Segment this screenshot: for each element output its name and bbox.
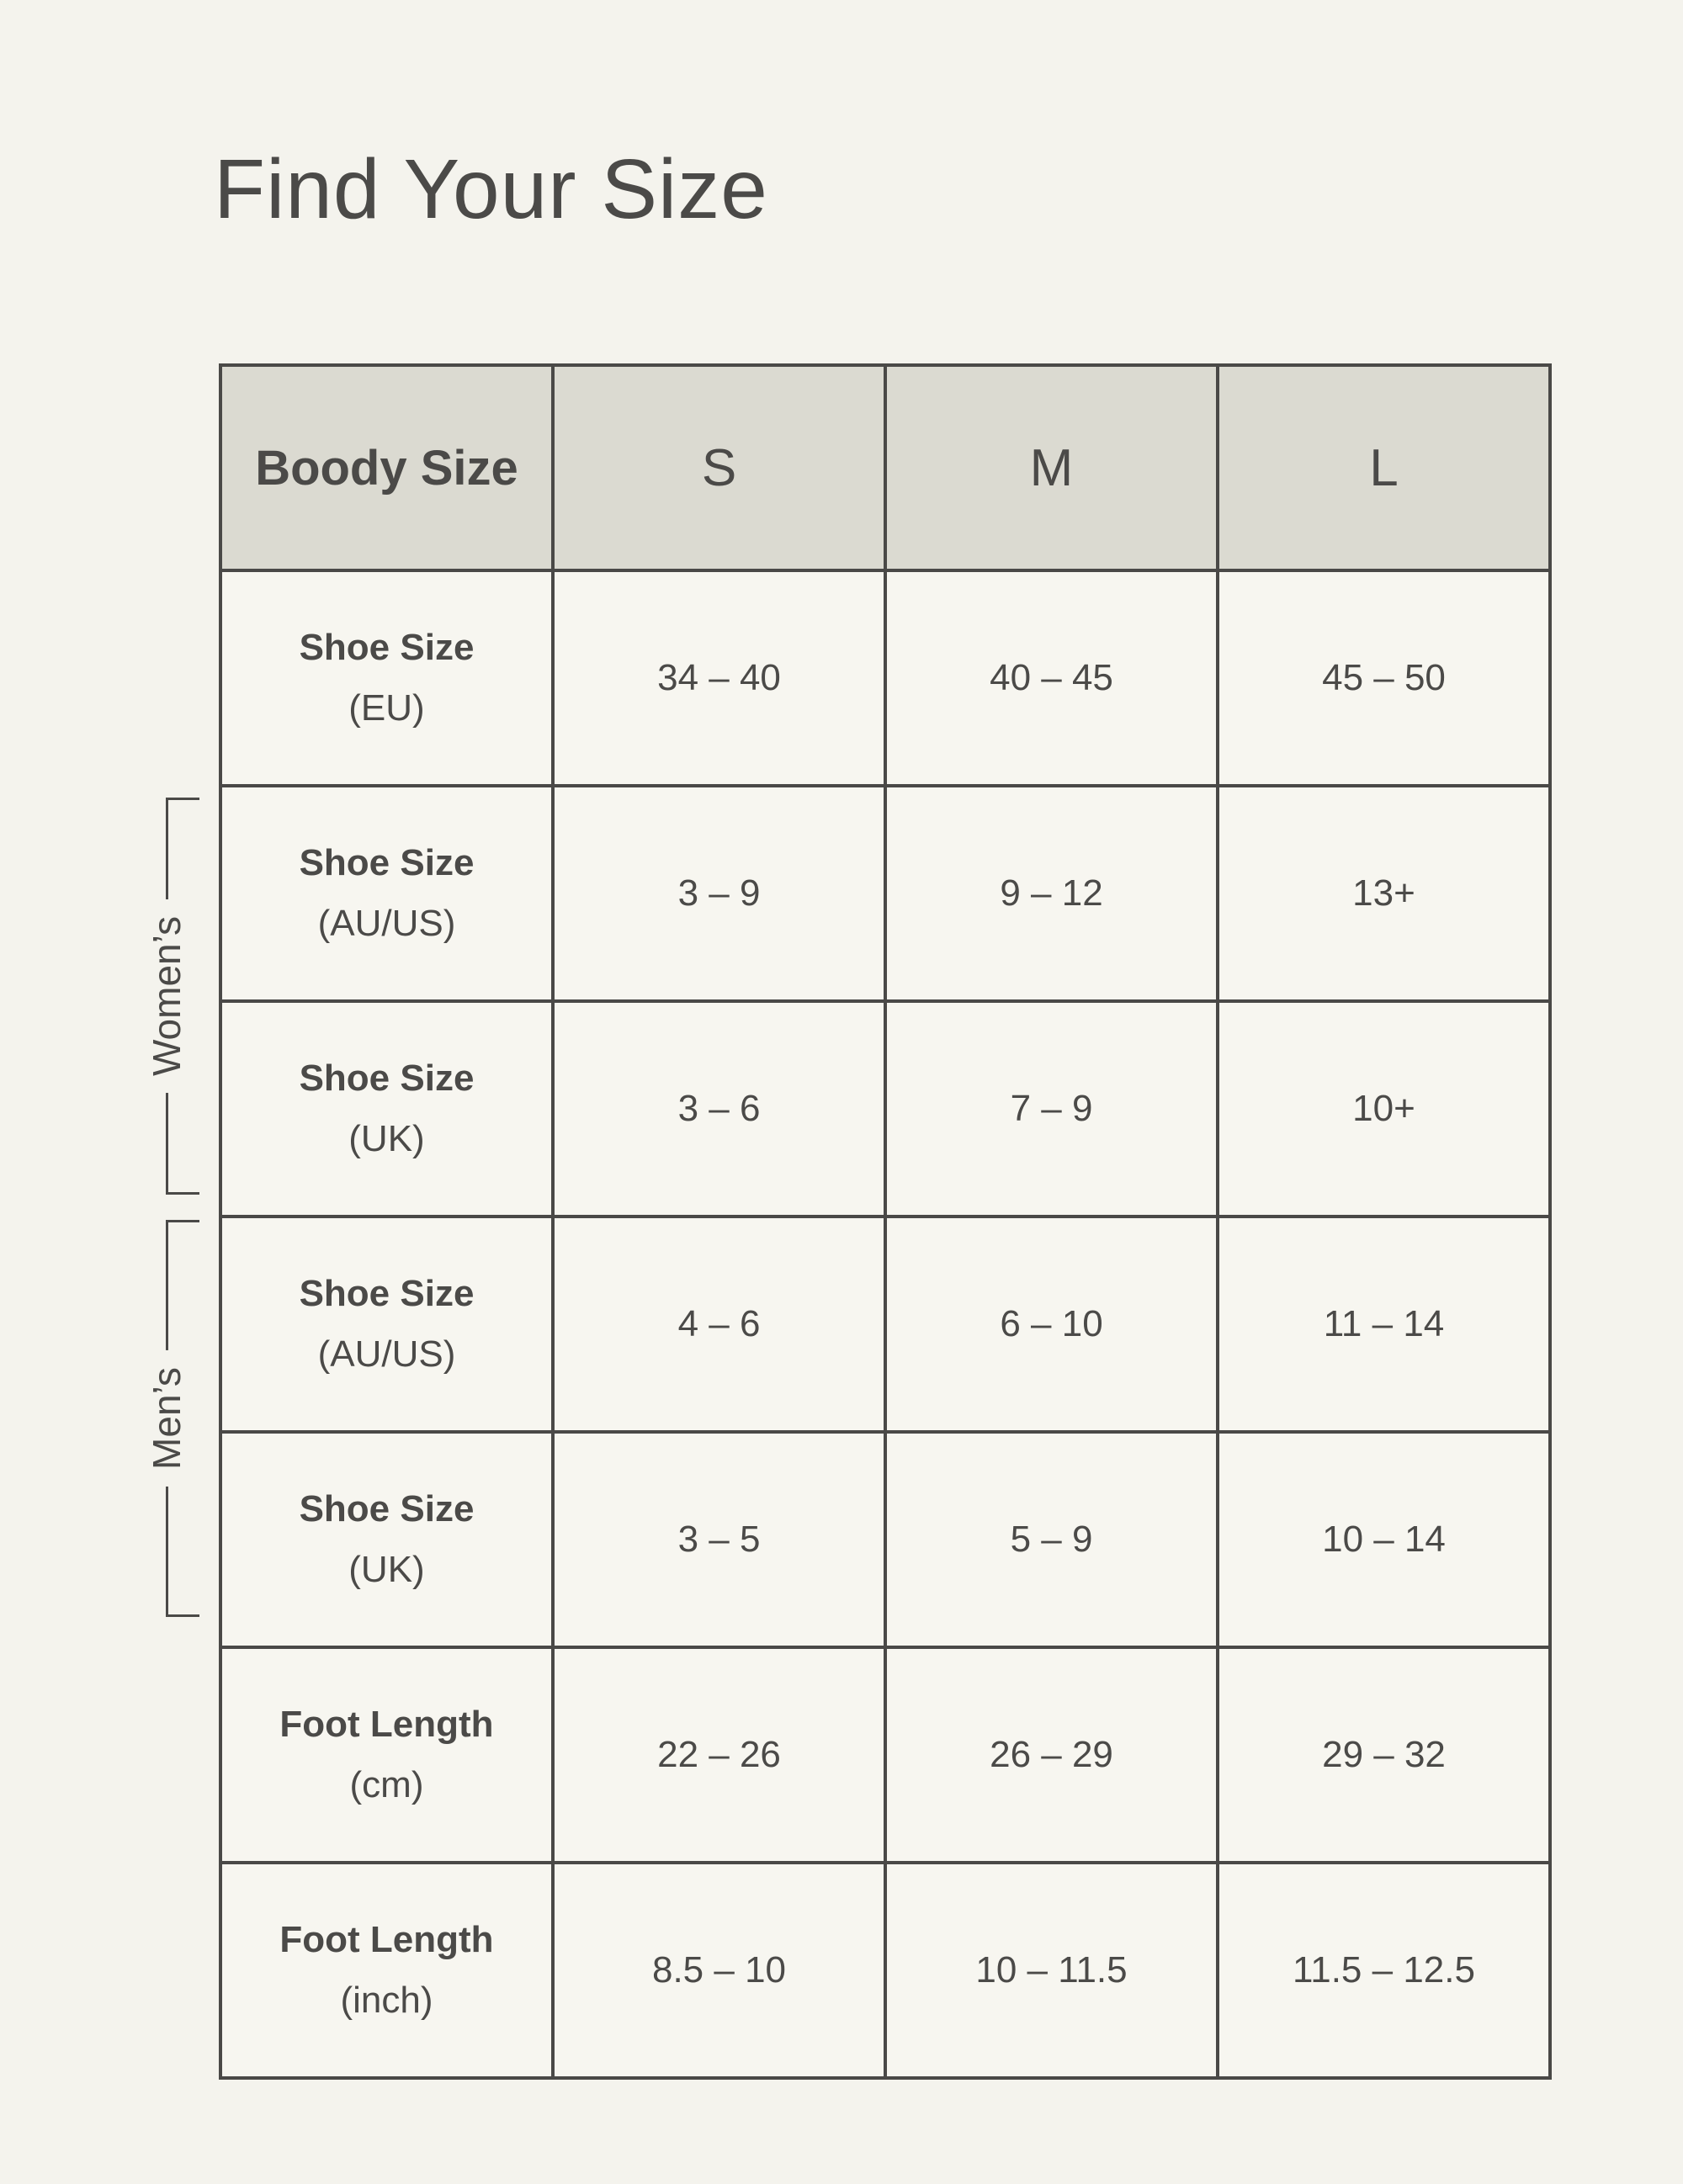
womens-group-label: Women’s bbox=[142, 899, 191, 1094]
header-row: Boody Size S M L bbox=[219, 363, 1552, 572]
table-row-shoe-size-eu: Shoe Size (EU) 34 – 40 40 – 45 45 – 50 bbox=[219, 569, 1552, 787]
cell-s: 22 – 26 bbox=[551, 1646, 887, 1864]
row-sublabel: (cm) bbox=[349, 1764, 424, 1805]
row-label: Shoe Size bbox=[299, 1058, 475, 1099]
row-label: Shoe Size bbox=[299, 1273, 475, 1314]
cell-value: 5 – 9 bbox=[1010, 1519, 1093, 1560]
cell-s: 8.5 – 10 bbox=[551, 1861, 887, 2080]
cell-value: 40 – 45 bbox=[990, 657, 1113, 698]
cell-s: 3 – 6 bbox=[551, 999, 887, 1218]
cell-value: 8.5 – 10 bbox=[651, 1949, 787, 1991]
row-sublabel: (UK) bbox=[348, 1118, 425, 1159]
cell-l: 11.5 – 12.5 bbox=[1216, 1861, 1552, 2080]
cell-value: 29 – 32 bbox=[1322, 1734, 1446, 1775]
womens-group-bracket: Women’s bbox=[142, 798, 199, 1195]
row-label-cell: Shoe Size (UK) bbox=[219, 999, 555, 1218]
row-sublabel: (AU/US) bbox=[317, 903, 456, 944]
cell-value: 22 – 26 bbox=[657, 1734, 781, 1775]
header-size-s-label: S bbox=[701, 438, 737, 497]
table-row-shoe-size-uk-mens: Shoe Size (UK) 3 – 5 5 – 9 10 – 14 bbox=[219, 1430, 1552, 1649]
cell-m: 26 – 29 bbox=[884, 1646, 1219, 1864]
cell-l: 10 – 14 bbox=[1216, 1430, 1552, 1649]
row-label: Shoe Size bbox=[299, 627, 475, 668]
cell-l: 45 – 50 bbox=[1216, 569, 1552, 787]
cell-m: 40 – 45 bbox=[884, 569, 1219, 787]
row-label-cell: Shoe Size (UK) bbox=[219, 1430, 555, 1649]
cell-s: 34 – 40 bbox=[551, 569, 887, 787]
header-size-l-label: L bbox=[1369, 438, 1399, 497]
cell-m: 6 – 10 bbox=[884, 1215, 1219, 1434]
cell-value: 13+ bbox=[1352, 872, 1415, 914]
row-label-cell: Shoe Size (EU) bbox=[219, 569, 555, 787]
table-row-foot-length-inch: Foot Length (inch) 8.5 – 10 10 – 11.5 11… bbox=[219, 1861, 1552, 2080]
table-row-shoe-size-uk-womens: Shoe Size (UK) 3 – 6 7 – 9 10+ bbox=[219, 999, 1552, 1218]
page-title: Find Your Size bbox=[214, 142, 768, 236]
header-size-m-label: M bbox=[1029, 438, 1074, 497]
cell-value: 3 – 9 bbox=[677, 872, 761, 914]
header-size-m: M bbox=[884, 363, 1219, 572]
row-sublabel: (EU) bbox=[348, 687, 425, 729]
row-label: Shoe Size bbox=[299, 842, 475, 883]
mens-group-label: Men’s bbox=[142, 1350, 191, 1487]
header-boody-size-label: Boody Size bbox=[255, 440, 518, 496]
cell-value: 6 – 10 bbox=[1000, 1303, 1103, 1344]
table-row-shoe-size-auus-womens: Shoe Size (AU/US) 3 – 9 9 – 12 13+ bbox=[219, 784, 1552, 1003]
cell-l: 29 – 32 bbox=[1216, 1646, 1552, 1864]
cell-m: 9 – 12 bbox=[884, 784, 1219, 1003]
row-label-cell: Shoe Size (AU/US) bbox=[219, 784, 555, 1003]
cell-l: 10+ bbox=[1216, 999, 1552, 1218]
header-size-s: S bbox=[551, 363, 887, 572]
cell-l: 13+ bbox=[1216, 784, 1552, 1003]
row-label-cell: Foot Length (cm) bbox=[219, 1646, 555, 1864]
cell-s: 3 – 9 bbox=[551, 784, 887, 1003]
cell-s: 3 – 5 bbox=[551, 1430, 887, 1649]
cell-value: 34 – 40 bbox=[657, 657, 781, 698]
cell-s: 4 – 6 bbox=[551, 1215, 887, 1434]
cell-value: 3 – 6 bbox=[677, 1088, 761, 1129]
cell-value: 10 – 11.5 bbox=[975, 1949, 1128, 1991]
row-label: Shoe Size bbox=[299, 1488, 475, 1529]
cell-value: 4 – 6 bbox=[677, 1303, 761, 1344]
size-chart: Boody Size S M L Shoe Size (EU) 34 – bbox=[219, 363, 1552, 2080]
row-label: Foot Length bbox=[279, 1919, 494, 1960]
cell-value: 11.5 – 12.5 bbox=[1293, 1949, 1475, 1991]
cell-value: 11 – 14 bbox=[1323, 1303, 1445, 1344]
cell-value: 26 – 29 bbox=[990, 1734, 1113, 1775]
cell-value: 7 – 9 bbox=[1010, 1088, 1093, 1129]
cell-value: 45 – 50 bbox=[1322, 657, 1446, 698]
cell-m: 7 – 9 bbox=[884, 999, 1219, 1218]
header-boody-size: Boody Size bbox=[219, 363, 555, 572]
table-row-foot-length-cm: Foot Length (cm) 22 – 26 26 – 29 29 – 32 bbox=[219, 1646, 1552, 1864]
cell-m: 10 – 11.5 bbox=[884, 1861, 1219, 2080]
cell-m: 5 – 9 bbox=[884, 1430, 1219, 1649]
row-sublabel: (inch) bbox=[340, 1980, 433, 2021]
table-row-shoe-size-auus-mens: Shoe Size (AU/US) 4 – 6 6 – 10 11 – 14 bbox=[219, 1215, 1552, 1434]
cell-value: 9 – 12 bbox=[1000, 872, 1103, 914]
mens-group-bracket: Men’s bbox=[142, 1220, 199, 1617]
row-label: Foot Length bbox=[279, 1704, 494, 1745]
cell-value: 10+ bbox=[1352, 1088, 1415, 1129]
row-label-cell: Shoe Size (AU/US) bbox=[219, 1215, 555, 1434]
cell-l: 11 – 14 bbox=[1216, 1215, 1552, 1434]
cell-value: 3 – 5 bbox=[677, 1519, 761, 1560]
row-sublabel: (AU/US) bbox=[317, 1333, 456, 1375]
cell-value: 10 – 14 bbox=[1322, 1519, 1446, 1560]
header-size-l: L bbox=[1216, 363, 1552, 572]
row-label-cell: Foot Length (inch) bbox=[219, 1861, 555, 2080]
size-chart-table: Boody Size S M L Shoe Size (EU) 34 – bbox=[219, 363, 1552, 2080]
row-sublabel: (UK) bbox=[348, 1549, 425, 1590]
